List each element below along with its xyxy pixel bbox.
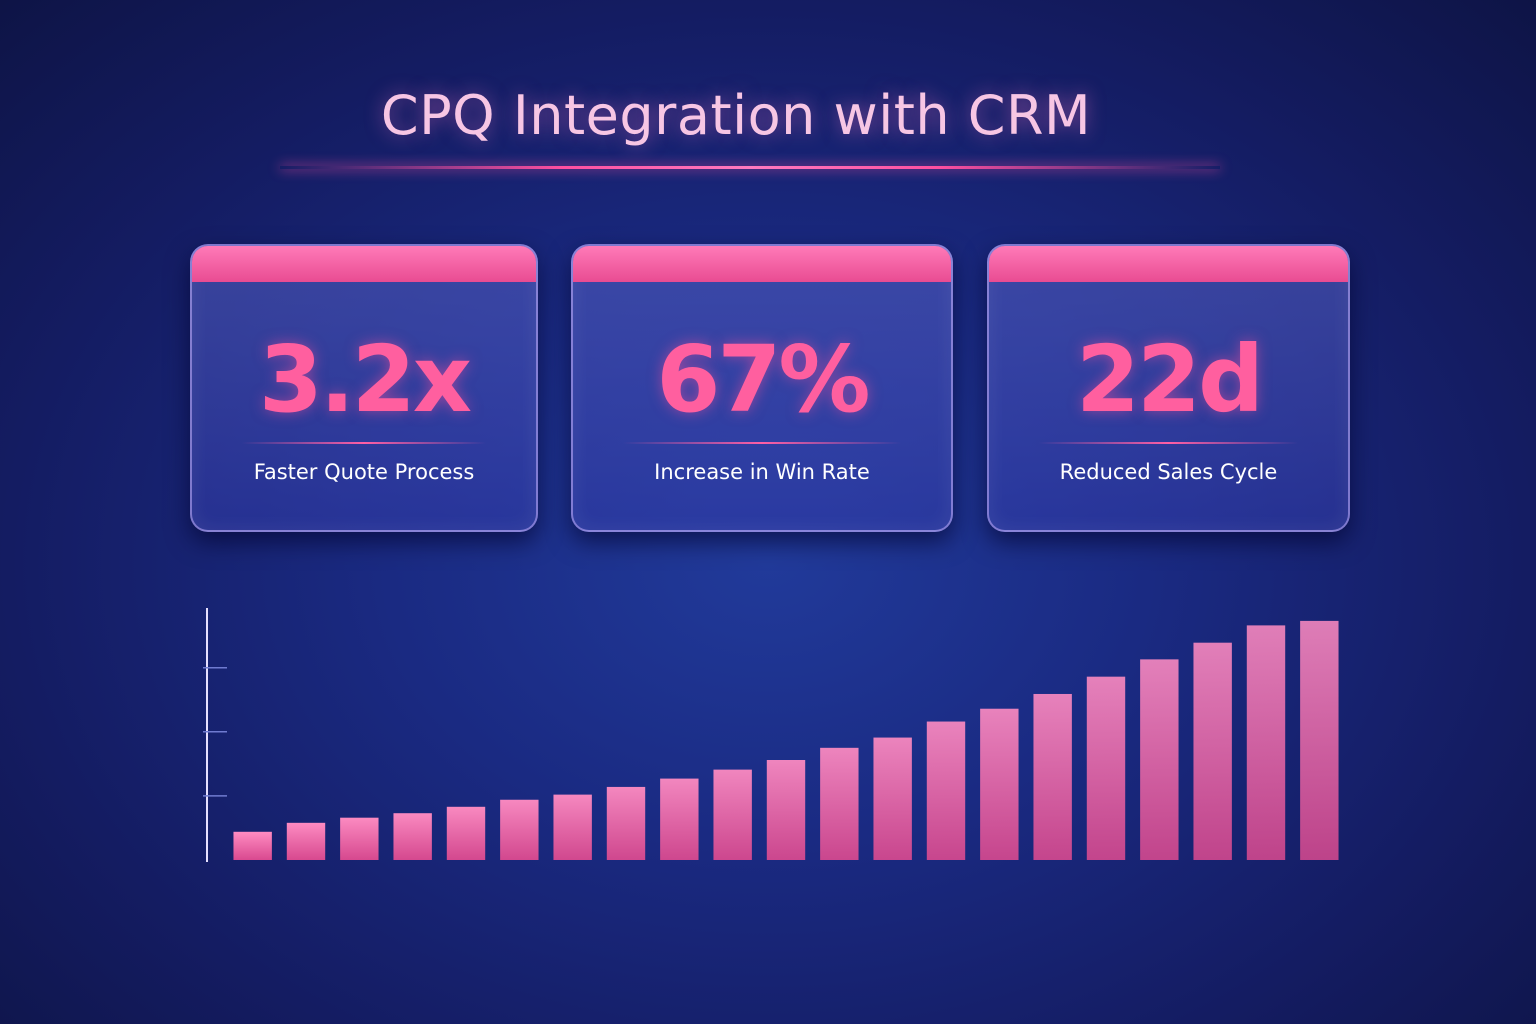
metric-value: 22d: [1076, 326, 1264, 433]
bar-21: [1300, 620, 1339, 860]
card-header: [573, 246, 951, 282]
metric-label: Increase in Win Rate: [654, 460, 870, 484]
bar-18: [1140, 659, 1179, 860]
bar-15: [980, 708, 1019, 860]
bar-4: [393, 813, 432, 860]
bar-13: [873, 737, 912, 860]
metric-label: Reduced Sales Cycle: [1059, 460, 1278, 484]
card-header: [989, 246, 1348, 282]
metric-label: Faster Quote Process: [253, 460, 475, 484]
card-divider: [1039, 442, 1298, 444]
card-divider: [242, 442, 486, 444]
bar-6: [500, 799, 539, 860]
bar-12: [820, 747, 859, 860]
metric-value: 67%: [656, 326, 870, 433]
bar-2: [286, 822, 326, 860]
bar-10: [713, 769, 752, 860]
bar-16: [1033, 693, 1072, 860]
bar-1: [233, 831, 272, 860]
bar-8: [606, 786, 646, 860]
bar-19: [1193, 642, 1232, 860]
bar-14: [926, 721, 966, 860]
page-title: CPQ Integration with CRM: [380, 84, 1092, 147]
bar-11: [766, 760, 806, 860]
bar-9: [660, 778, 699, 860]
card-divider: [623, 442, 901, 444]
metric-card-sales-cycle: 22d Reduced Sales Cycle: [987, 244, 1350, 532]
card-header: [192, 246, 536, 282]
bar-17: [1086, 676, 1126, 860]
title-divider: [280, 166, 1220, 169]
bar-7: [553, 794, 592, 860]
bar-3: [340, 817, 379, 860]
metric-value: 3.2x: [258, 326, 472, 433]
metric-card-quote: 3.2x Faster Quote Process: [190, 244, 538, 532]
metric-card-win-rate: 67% Increase in Win Rate: [571, 244, 953, 532]
bar-20: [1246, 625, 1286, 860]
bar-5: [446, 806, 486, 860]
